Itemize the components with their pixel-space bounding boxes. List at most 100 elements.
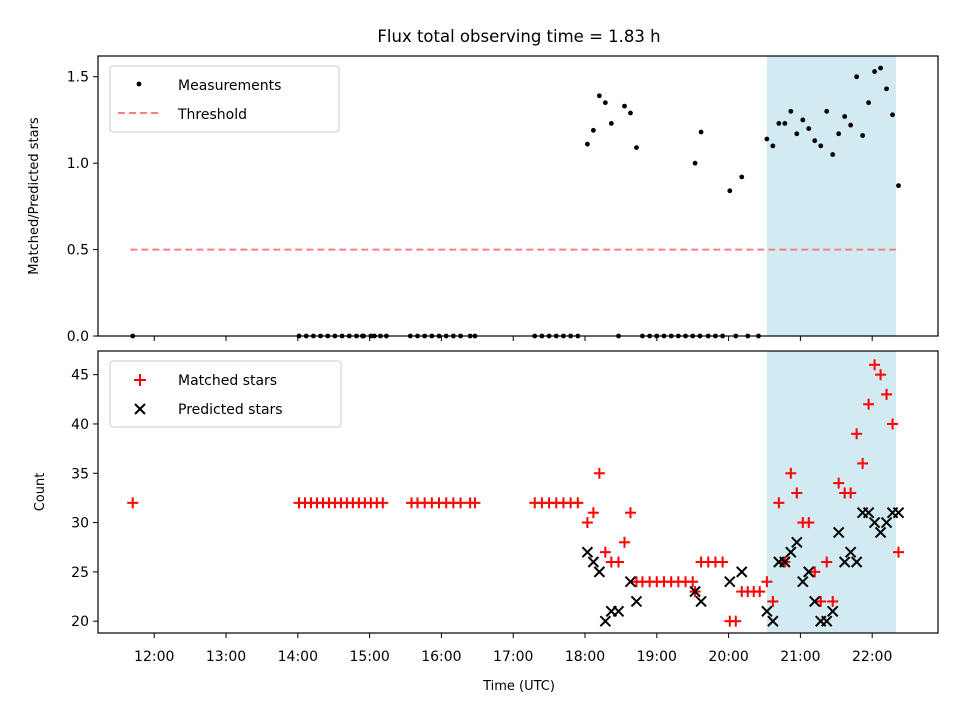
bottom-ylabel: Count — [33, 473, 48, 512]
predicted-star-b — [850, 556, 863, 568]
measurement-point — [764, 136, 770, 142]
predicted-star-point — [779, 556, 791, 568]
matched-star-point — [581, 517, 593, 529]
predicted-star-point — [767, 615, 779, 627]
measurement-point — [836, 131, 842, 137]
bottom-panel: 20 25 30 35 40 45 12:00 13:00 14:00 15:00 16:00 17:… — [71, 350, 939, 665]
matched-star-point — [863, 398, 875, 410]
predicted-star-b — [779, 556, 791, 568]
predicted-star-point — [587, 556, 600, 568]
measurement-point — [872, 69, 877, 74]
top-ytick-label: 1.0 — [67, 156, 89, 172]
bottom-ytick-label: 45 — [71, 368, 89, 384]
predicted-star-point — [821, 615, 833, 627]
measurement-point — [896, 183, 901, 189]
measurement-point — [806, 126, 812, 131]
predicted-star-point — [862, 506, 875, 519]
predicted-star-point — [844, 546, 857, 558]
predicted-star-point — [797, 576, 809, 588]
measurement-point — [608, 121, 614, 126]
measurement-point — [727, 188, 733, 194]
predicted-star-b — [791, 536, 803, 548]
matched-star-point — [624, 507, 636, 519]
measurement-point — [770, 143, 776, 149]
predicted-star-point — [581, 546, 594, 558]
matched-star-point — [881, 388, 893, 400]
highlight-span — [766, 351, 897, 633]
measurement-point — [782, 121, 788, 126]
x-axis-label: Time (UTC) — [482, 679, 555, 694]
measurement-point — [854, 74, 860, 80]
predicted-star-point — [826, 605, 839, 618]
predicted-star-b — [724, 576, 736, 588]
legend-label-measurements: Measurements — [178, 78, 281, 94]
measurement-point — [890, 112, 895, 118]
bottom-ytick-label: 40 — [71, 417, 89, 433]
measurement-point — [848, 122, 854, 128]
predicted-star-point — [612, 605, 625, 618]
predicted-star-point — [832, 526, 845, 539]
measurement-point — [830, 152, 836, 157]
xtick-label: 17:00 — [493, 649, 533, 665]
predicted-star-b — [767, 615, 779, 627]
bottom-legend-box — [109, 360, 342, 428]
measurement-point — [818, 143, 824, 149]
predicted-star-point — [630, 595, 643, 608]
matched-star-point — [593, 467, 605, 479]
predicted-star-b — [874, 526, 887, 539]
predicted-star-b — [803, 566, 815, 578]
xtick-label: 19:00 — [637, 649, 677, 665]
predicted-star-b — [587, 556, 600, 568]
xtick-label: 20:00 — [708, 649, 748, 665]
predicted-star-b — [844, 546, 857, 558]
xtick-label: 16:00 — [421, 649, 461, 665]
matched-star-point — [791, 487, 803, 499]
measurement-point — [585, 141, 590, 147]
top-ylabel: Matched/Predicted stars — [27, 117, 42, 275]
measurement-point — [692, 160, 698, 166]
matched-star-point — [767, 595, 779, 607]
measurement-point — [884, 86, 889, 92]
chart-title: Flux total observing time = 1.83 h — [377, 27, 660, 46]
predicted-star-b — [624, 576, 637, 588]
matched-star-point — [587, 507, 599, 519]
measurement-point — [824, 108, 830, 114]
measurement-point — [860, 133, 866, 138]
predicted-star-b — [736, 566, 748, 578]
matched-star-point — [613, 556, 625, 568]
predicted-star-point — [791, 536, 803, 548]
legend-label-predicted: Predicted stars — [178, 402, 283, 418]
measurement-point — [776, 121, 782, 126]
predicted-star-point — [761, 605, 773, 618]
bottom-ytick-label: 35 — [71, 466, 89, 482]
legend-label-threshold: Threshold — [177, 107, 247, 123]
predicted-star-b — [612, 605, 625, 618]
predicted-star-b — [832, 526, 845, 539]
matched-star-point — [893, 546, 905, 558]
predicted-star-point — [624, 576, 637, 588]
top-ytick-label: 0.5 — [67, 243, 89, 259]
matched-star-point — [809, 566, 821, 578]
measurement-point — [739, 174, 745, 180]
matched-star-point — [851, 428, 863, 440]
top-axes-frame — [97, 55, 939, 337]
bottom-ytick-label: 20 — [71, 614, 89, 630]
predicted-star-point — [736, 566, 748, 578]
bottom-ytick-label: 30 — [71, 516, 89, 532]
predicted-star-b — [892, 506, 905, 519]
matched-star-point — [827, 595, 839, 607]
top-legend: Measurements Threshold — [109, 65, 340, 133]
bottom-axes-frame — [97, 350, 939, 634]
predicted-star-b — [826, 605, 839, 618]
predicted-star-b — [880, 516, 893, 529]
xtick-label: 21:00 — [780, 649, 820, 665]
xtick-label: 18:00 — [565, 649, 605, 665]
top-ytick-label: 1.5 — [67, 70, 89, 86]
xtick-label: 15:00 — [349, 649, 389, 665]
matched-star-point — [618, 536, 630, 548]
matched-star-point — [845, 487, 857, 499]
predicted-star-b — [593, 566, 606, 578]
predicted-star-b — [599, 615, 612, 627]
predicted-star-b — [581, 546, 594, 558]
measurement-point — [878, 65, 883, 71]
